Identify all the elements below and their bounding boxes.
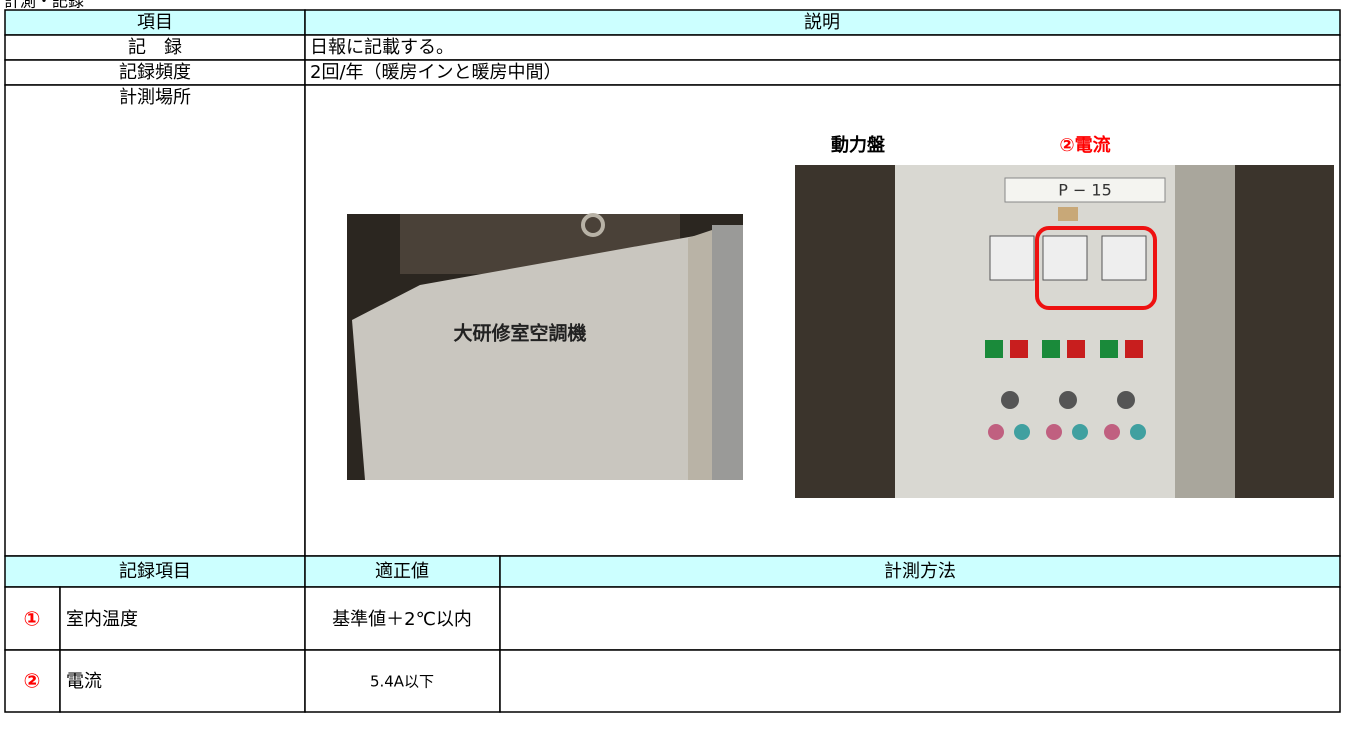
cell: [4, 84, 306, 557]
cell: [304, 34, 1341, 61]
header-text: 説明: [804, 12, 840, 33]
header-cell: [4, 9, 306, 36]
item-value: 基準値＋2℃以内: [332, 609, 472, 630]
row-value: 2回/年（暖房インと暖房中間）: [310, 62, 562, 83]
header-cell: [4, 555, 306, 588]
photo-left: 大研修室空調機: [347, 213, 743, 480]
header-text: 記録項目: [119, 561, 191, 582]
page-title: 計測・記録: [4, 0, 84, 11]
header-text: 適正値: [375, 561, 429, 582]
header-cell: [304, 9, 1341, 36]
row-label: 記 録: [128, 37, 182, 58]
row-value: 日報に記載する。: [310, 37, 454, 58]
item-number: ②: [24, 669, 41, 693]
photo-highlight: ②電流: [1059, 134, 1110, 156]
header-text: 計測方法: [884, 561, 956, 582]
item-row: ② 電流 5.4A以下: [4, 649, 1341, 713]
photo-sign: 大研修室空調機: [453, 322, 586, 345]
photo-right: P − 15: [795, 165, 1334, 498]
item-name: 室内温度: [66, 609, 138, 630]
header-text: 項目: [137, 12, 173, 33]
header-cell: [499, 555, 1341, 588]
item-row: ① 室内温度 基準値＋2℃以内: [4, 586, 1341, 651]
item-value: 5.4A以下: [370, 673, 434, 691]
row-label: 計測場所: [119, 87, 191, 108]
row-label: 記録頻度: [119, 62, 191, 83]
item-number: ①: [24, 607, 41, 631]
photo-label: 動力盤: [831, 134, 886, 156]
item-name: 電流: [66, 671, 102, 692]
photo-plate: P − 15: [1058, 181, 1112, 200]
